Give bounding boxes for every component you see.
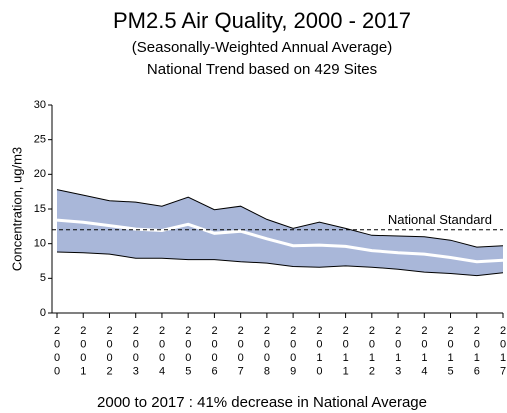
y-tick-label: 15 (34, 203, 46, 215)
x-tick-label: 2015 (445, 325, 457, 379)
x-tick-label: 2013 (392, 325, 404, 379)
standard-label: National Standard (388, 212, 492, 227)
band-lower-line (56, 251, 504, 277)
chart-subtitle: National Trend based on 429 Sites (147, 61, 377, 78)
y-tick-label: 10 (34, 238, 46, 250)
x-tick-label: 2008 (261, 325, 273, 379)
x-tick-label: 2012 (366, 325, 378, 379)
chart-subtitle: (Seasonally-Weighted Annual Average) (132, 39, 392, 56)
band-area (57, 189, 503, 276)
x-tick-label: 2016 (471, 325, 483, 379)
x-tick-label: 2001 (77, 325, 89, 379)
chart-title: PM2.5 Air Quality, 2000 - 2017 (113, 8, 411, 33)
x-tick-label: 2007 (235, 325, 247, 379)
x-tick-label: 2004 (156, 325, 168, 379)
x-tick-label: 2003 (130, 325, 142, 379)
x-tick-label: 2010 (313, 325, 325, 379)
y-tick-label: 25 (34, 134, 46, 146)
y-tick-label: 0 (40, 307, 46, 319)
average-line (56, 218, 504, 264)
y-axis-label: Concentration, ug/m3 (9, 147, 24, 271)
footer-note: 2000 to 2017 : 41% decrease in National … (97, 394, 427, 411)
x-tick-label: 2002 (104, 325, 116, 379)
x-tick-label: 2006 (209, 325, 221, 379)
band-upper-line (56, 189, 504, 248)
x-tick-label: 2000 (51, 325, 63, 379)
x-tick-label: 2009 (287, 325, 299, 379)
y-tick-label: 30 (34, 99, 46, 111)
y-tick-label: 5 (40, 272, 46, 284)
y-tick-label: 20 (34, 168, 46, 180)
x-tick-label: 2005 (182, 325, 194, 379)
x-tick-label: 2017 (497, 325, 507, 379)
x-tick-label: 2014 (418, 325, 430, 379)
x-tick-label: 2011 (340, 325, 352, 379)
